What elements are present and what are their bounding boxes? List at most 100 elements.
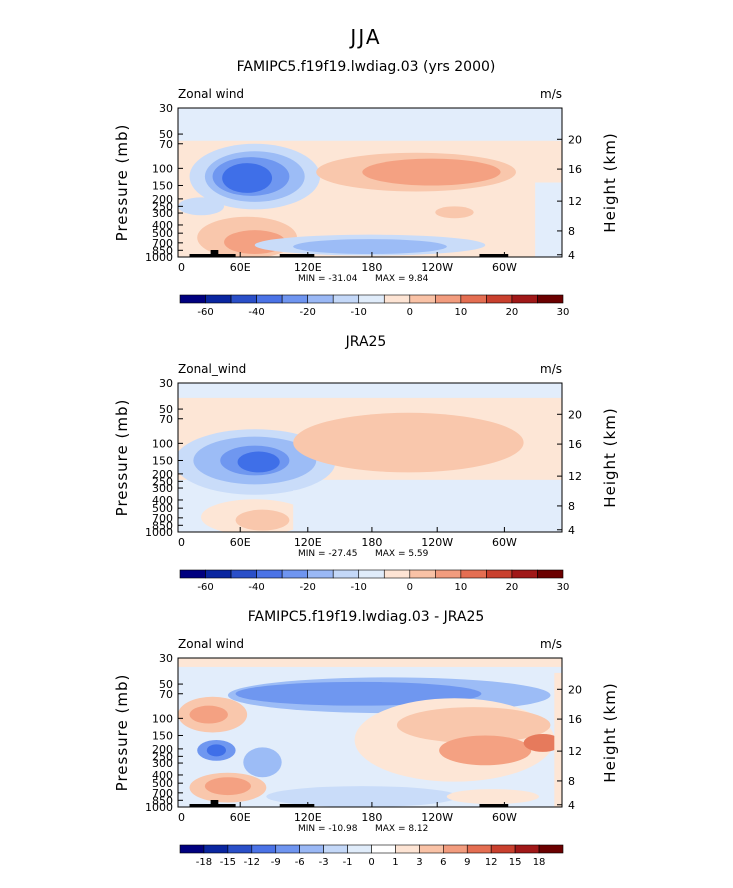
field-region: [293, 490, 562, 532]
colorbar-box: [490, 844, 516, 854]
colorbar-label: -40: [248, 307, 264, 318]
colorbar-box: [435, 294, 462, 304]
field-region: [189, 705, 228, 724]
colorbar-box: [347, 844, 372, 854]
colorbar-label: -40: [248, 582, 264, 593]
colorbar-label: -1: [343, 857, 353, 868]
colorbar-box: [371, 844, 396, 854]
y-axis-title: Pressure (mb): [113, 124, 131, 242]
x-tick-label: 0: [178, 811, 185, 824]
colorbar-box: [460, 294, 487, 304]
colorbar-label: -20: [299, 307, 315, 318]
figure-title: JJA: [348, 25, 381, 49]
colorbar-label: -6: [295, 857, 305, 868]
panel-title: FAMIPC5.f19f19.lwdiag.03 - JRA25: [248, 609, 485, 625]
field-region: [396, 707, 551, 743]
y-tick-label: 1000: [145, 251, 173, 264]
variable-label: Zonal wind: [178, 637, 244, 651]
y-right-tick-label: 12: [568, 470, 582, 483]
field-region: [293, 412, 524, 473]
plot-frame: [177, 382, 563, 533]
y-right-tick-label: 20: [568, 408, 582, 421]
y-tick-label: 500: [152, 502, 173, 515]
y-tick-label: 200: [152, 468, 173, 481]
colorbar-box: [511, 569, 538, 579]
colorbar-box: [251, 844, 277, 854]
topography: [210, 250, 219, 257]
colorbar-label: 3: [416, 857, 422, 868]
x-tick-label: 60W: [492, 536, 517, 549]
colorbar-box: [358, 569, 385, 579]
colorbar-box: [179, 844, 205, 854]
y-tick-label: 700: [152, 237, 173, 250]
y-right-tick-label: 4: [568, 249, 575, 262]
colorbar-label: 20: [506, 582, 519, 593]
max-value: MAX = 8.12: [375, 824, 428, 834]
topography: [279, 804, 315, 807]
y-tick-label: 30: [159, 102, 173, 115]
field-region: [235, 681, 482, 706]
colorbar-box: [395, 844, 420, 854]
topography: [279, 254, 315, 257]
colorbar-box: [307, 569, 334, 579]
y-tick-label: 700: [152, 512, 173, 525]
y-tick-label: 1000: [145, 801, 173, 814]
y-right-axis-title: Height (km): [601, 682, 619, 782]
y-tick-label: 150: [152, 454, 173, 467]
y-tick-label: 850: [152, 244, 173, 257]
panel-title: JRA25: [345, 334, 387, 350]
colorbar-box: [179, 294, 206, 304]
y-right-tick-label: 20: [568, 683, 582, 696]
field-region: [206, 744, 226, 757]
colorbar-box: [227, 844, 253, 854]
y-right-tick-label: 16: [568, 163, 582, 176]
colorbar-box: [383, 294, 411, 304]
colorbar-box: [409, 294, 436, 304]
colorbar-box: [419, 844, 444, 854]
min-value: MIN = -31.04: [298, 274, 358, 284]
colorbar-label: -10: [351, 307, 367, 318]
colorbar-box: [323, 844, 348, 854]
y-tick-label: 500: [152, 227, 173, 240]
y-right-tick-label: 16: [568, 713, 582, 726]
y-right-axis-title: Height (km): [601, 407, 619, 507]
colorbar: -18 -15 -12 -9 -6 -3 -1 0 1 3 6 9 12 15 18: [179, 844, 564, 868]
colorbar-label: 15: [509, 857, 522, 868]
colorbar-box: [203, 844, 229, 854]
colorbar-label: -60: [197, 307, 213, 318]
field-region: [535, 182, 562, 257]
y-tick-label: 500: [152, 777, 173, 790]
y-right-tick-label: 4: [568, 524, 575, 537]
colorbar-label: 12: [485, 857, 498, 868]
field-region: [243, 747, 282, 778]
colorbar: -60 -40 -20 -10 0 10 20 30: [179, 294, 569, 318]
y-tick-label: 70: [159, 413, 173, 426]
colorbar-box: [230, 569, 257, 579]
colorbar-label: 9: [464, 857, 470, 868]
colorbar-label: 10: [454, 582, 467, 593]
y-tick-label: 400: [152, 219, 173, 232]
y-axis-title: Pressure (mb): [113, 399, 131, 517]
topography: [479, 254, 509, 257]
y-right-tick-label: 8: [568, 775, 575, 788]
y-tick-label: 300: [152, 207, 173, 220]
colorbar-label: -15: [220, 857, 236, 868]
max-value: MAX = 9.84: [375, 274, 429, 284]
x-tick-label: 120E: [294, 811, 322, 824]
panel-1: FAMIPC5.f19f19.lwdiag.03 (yrs 2000) Zonal…: [113, 59, 619, 318]
y-tick-label: 30: [159, 652, 173, 665]
y-tick-label: 150: [152, 729, 173, 742]
y-tick-label: 250: [152, 750, 173, 763]
colorbar-box: [486, 294, 513, 304]
colorbar-label: -12: [244, 857, 260, 868]
colorbar-label: 0: [368, 857, 374, 868]
x-tick-label: 120W: [421, 536, 453, 549]
y-tick-label: 300: [152, 482, 173, 495]
plot-frame: [177, 107, 563, 258]
field-region: [435, 206, 474, 219]
y-tick-label: 100: [152, 162, 173, 175]
x-tick-label: 120W: [421, 261, 453, 274]
x-tick-label: 120E: [294, 536, 322, 549]
y-right-tick-label: 20: [568, 133, 582, 146]
